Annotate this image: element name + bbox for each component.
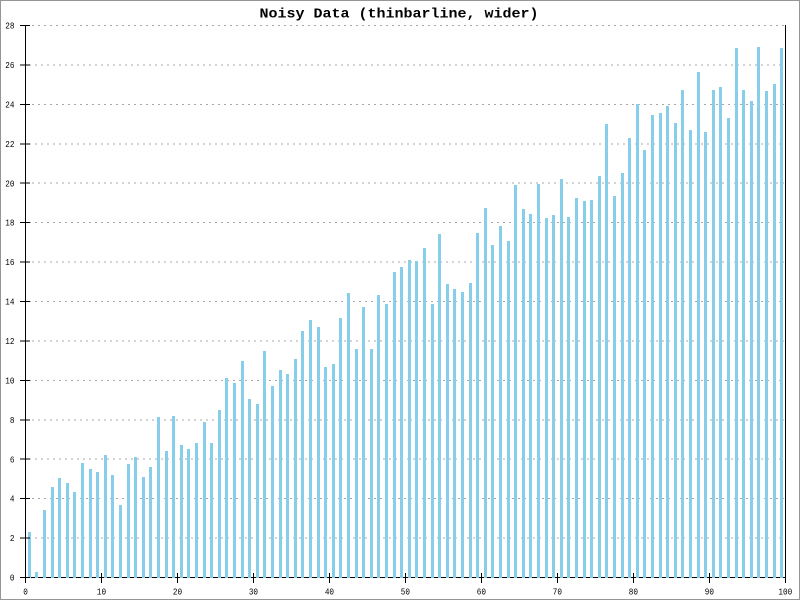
svg-text:16: 16 (5, 257, 14, 268)
svg-text:22: 22 (5, 139, 14, 150)
svg-text:10: 10 (5, 375, 14, 386)
svg-text:0: 0 (10, 573, 15, 584)
svg-text:24: 24 (5, 99, 14, 110)
svg-text:60: 60 (477, 586, 486, 597)
svg-text:Noisy Data (thinbarline, wider: Noisy Data (thinbarline, wider) (260, 7, 539, 23)
svg-text:28: 28 (5, 21, 14, 32)
svg-text:20: 20 (5, 178, 14, 189)
svg-text:100: 100 (778, 586, 792, 597)
svg-text:90: 90 (705, 586, 714, 597)
svg-text:50: 50 (401, 586, 410, 597)
svg-text:4: 4 (10, 494, 15, 505)
svg-text:18: 18 (5, 218, 14, 229)
svg-text:8: 8 (10, 415, 15, 426)
svg-text:80: 80 (629, 586, 638, 597)
svg-text:30: 30 (249, 586, 258, 597)
svg-text:6: 6 (10, 454, 15, 465)
svg-text:26: 26 (5, 60, 14, 71)
svg-text:70: 70 (553, 586, 562, 597)
svg-text:10: 10 (97, 586, 106, 597)
svg-text:12: 12 (5, 336, 14, 347)
svg-text:40: 40 (325, 586, 334, 597)
svg-text:14: 14 (5, 297, 14, 308)
svg-text:2: 2 (10, 533, 15, 544)
svg-text:0: 0 (23, 586, 28, 597)
svg-text:20: 20 (173, 586, 182, 597)
